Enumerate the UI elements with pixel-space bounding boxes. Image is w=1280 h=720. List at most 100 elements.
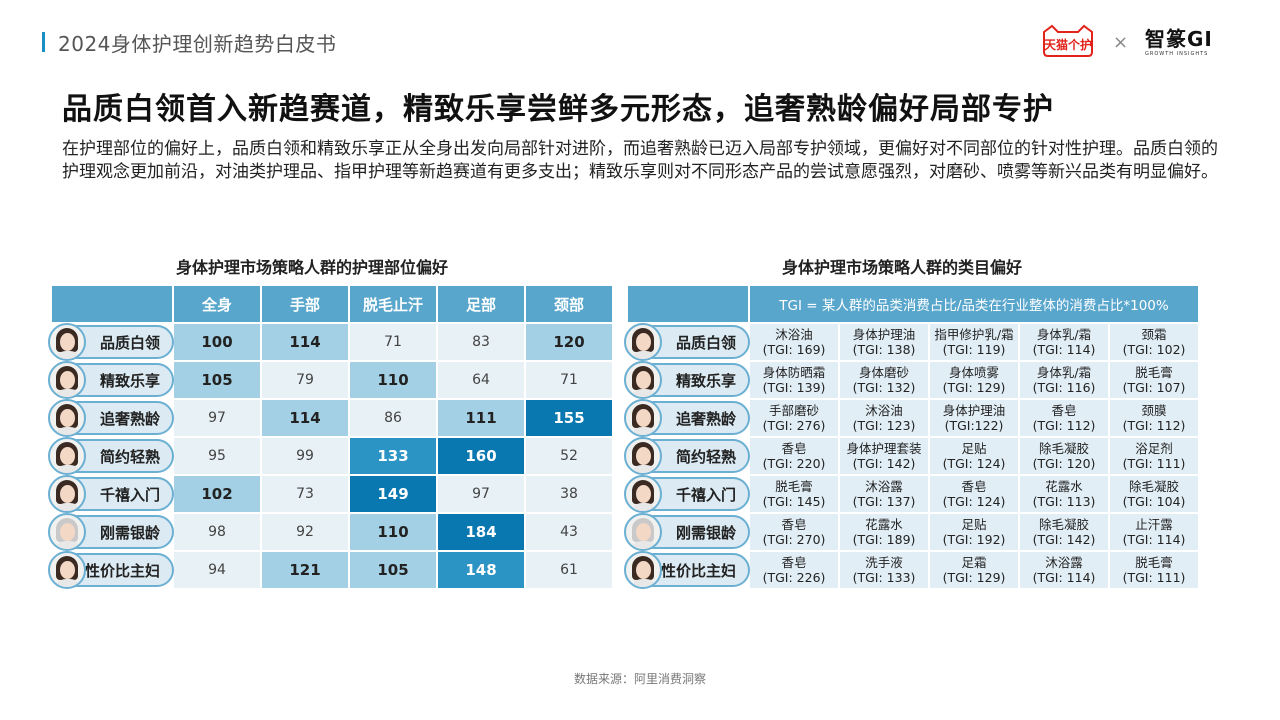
category-cell: 脱毛膏 (TGI: 145) xyxy=(748,474,840,514)
header-accent-bar xyxy=(42,32,45,52)
body-part-preference-table: 全身 手部 脱毛止汗 足部 颈部 品质白领 100 114 71 83 120 精致乐享 10… xyxy=(48,284,614,590)
category-name: 香皂 xyxy=(781,441,807,456)
category-tgi: (TGI: 119) xyxy=(942,342,1006,357)
category-cell: 足霜 (TGI: 129) xyxy=(928,550,1020,590)
segment-pill: 追奢熟龄 xyxy=(624,399,750,437)
segment-pill: 品质白领 xyxy=(624,323,750,361)
category-tgi: (TGI: 133) xyxy=(852,570,916,585)
index-value-cell: 110 xyxy=(348,360,438,400)
index-value-cell: 110 xyxy=(348,512,438,552)
category-cell: 沐浴露 (TGI: 114) xyxy=(1018,550,1110,590)
category-cell: 身体护理套装 (TGI: 142) xyxy=(838,436,930,476)
category-tgi: (TGI: 137) xyxy=(852,494,916,509)
segment-name: 品质白领 xyxy=(99,333,160,352)
segment-pill: 简约轻熟 xyxy=(624,437,750,475)
index-value-cell: 102 xyxy=(172,474,262,514)
category-name: 沐浴油 xyxy=(865,403,903,418)
tmall-logo-text: 天猫个护 xyxy=(1044,37,1092,52)
segment-label-cell: 性价比主妇 xyxy=(48,550,174,590)
segment-pill: 品质白领 xyxy=(48,323,174,361)
category-cell: 花露水 (TGI: 189) xyxy=(838,512,930,552)
index-value-cell: 114 xyxy=(260,398,350,438)
category-tgi: (TGI: 114) xyxy=(1122,532,1186,547)
category-name: 沐浴露 xyxy=(1045,555,1083,570)
category-name: 香皂 xyxy=(781,517,807,532)
column-header: 手部 xyxy=(260,284,350,324)
table-row: 追奢熟龄 97 114 86 111 155 xyxy=(48,398,614,438)
category-cell: 香皂 (TGI: 270) xyxy=(748,512,840,552)
index-value-cell: 100 xyxy=(172,322,262,362)
index-value-cell: 97 xyxy=(436,474,526,514)
category-tgi: (TGI: 123) xyxy=(852,418,916,433)
index-value-cell: 120 xyxy=(524,322,614,362)
category-tgi: (TGI: 132) xyxy=(852,380,916,395)
index-value-cell: 52 xyxy=(524,436,614,476)
category-tgi: (TGI: 107) xyxy=(1122,380,1186,395)
table-row: 千禧入门 脱毛膏 (TGI: 145) 沐浴露 (TGI: 137) 香皂 (TGI: 12… xyxy=(624,474,1200,514)
category-cell: 颈膜 (TGI: 112) xyxy=(1108,398,1200,438)
segment-pill: 刚需银龄 xyxy=(624,513,750,551)
avatar-icon xyxy=(48,361,86,399)
category-name: 除毛凝胶 xyxy=(1128,479,1179,494)
avatar-icon xyxy=(624,475,662,513)
category-name: 身体乳/霜 xyxy=(1036,327,1092,342)
category-cell: 指甲修护乳/霜 (TGI: 119) xyxy=(928,322,1020,362)
segment-label-cell: 刚需银龄 xyxy=(48,512,174,552)
category-name: 脱毛膏 xyxy=(1135,555,1173,570)
index-value-cell: 114 xyxy=(260,322,350,362)
table-row: 简约轻熟 95 99 133 160 52 xyxy=(48,436,614,476)
category-tgi: (TGI: 276) xyxy=(762,418,826,433)
category-tgi: (TGI:122) xyxy=(944,418,1004,433)
segment-label-cell: 简约轻熟 xyxy=(624,436,750,476)
segment-label-cell: 品质白领 xyxy=(624,322,750,362)
category-tgi: (TGI: 120) xyxy=(1032,456,1096,471)
segment-name: 性价比主妇 xyxy=(84,561,160,580)
zhizhuan-logo-text: 智篆GI xyxy=(1145,27,1213,51)
category-name: 沐浴露 xyxy=(865,479,903,494)
index-value-cell: 71 xyxy=(524,360,614,400)
index-value-cell: 79 xyxy=(260,360,350,400)
category-tgi: (TGI: 226) xyxy=(762,570,826,585)
segment-name: 简约轻熟 xyxy=(675,447,736,466)
index-value-cell: 133 xyxy=(348,436,438,476)
segment-label-cell: 千禧入门 xyxy=(624,474,750,514)
avatar-icon xyxy=(48,475,86,513)
index-value-cell: 43 xyxy=(524,512,614,552)
category-tgi: (TGI: 124) xyxy=(942,456,1006,471)
table-row: 追奢熟龄 手部磨砂 (TGI: 276) 沐浴油 (TGI: 123) 身体护理油 (TGI… xyxy=(624,398,1200,438)
category-tgi: (TGI: 270) xyxy=(762,532,826,547)
index-value-cell: 92 xyxy=(260,512,350,552)
table-corner xyxy=(626,284,750,324)
segment-name: 追奢熟龄 xyxy=(99,409,160,428)
index-value-cell: 38 xyxy=(524,474,614,514)
category-cell: 香皂 (TGI: 112) xyxy=(1018,398,1110,438)
report-title: 2024身体护理创新趋势白皮书 xyxy=(58,32,337,56)
category-tgi: (TGI: 111) xyxy=(1122,570,1186,585)
segment-name: 简约轻熟 xyxy=(99,447,160,466)
avatar-icon xyxy=(624,399,662,437)
category-name: 浴足剂 xyxy=(1135,441,1173,456)
table-row: 品质白领 沐浴油 (TGI: 169) 身体护理油 (TGI: 138) 指甲修护乳/霜(… xyxy=(624,322,1200,362)
category-name: 身体磨砂 xyxy=(858,365,909,380)
category-cell: 脱毛膏 (TGI: 107) xyxy=(1108,360,1200,400)
category-name: 身体护理油 xyxy=(942,403,1006,418)
category-tgi: (TGI: 220) xyxy=(762,456,826,471)
category-tgi: (TGI: 112) xyxy=(1122,418,1186,433)
segment-pill: 追奢熟龄 xyxy=(48,399,174,437)
category-cell: 沐浴油 (TGI: 169) xyxy=(748,322,840,362)
category-tgi: (TGI: 142) xyxy=(852,456,916,471)
index-value-cell: 148 xyxy=(436,550,526,590)
column-header: 颈部 xyxy=(524,284,614,324)
index-value-cell: 71 xyxy=(348,322,438,362)
segment-pill: 性价比主妇 xyxy=(48,551,174,589)
category-name: 足贴 xyxy=(961,517,987,532)
avatar-icon xyxy=(48,323,86,361)
category-tgi: (TGI: 113) xyxy=(1032,494,1096,509)
segment-label-cell: 刚需银龄 xyxy=(624,512,750,552)
table-row: 刚需银龄 98 92 110 184 43 xyxy=(48,512,614,552)
category-tgi: (TGI: 129) xyxy=(942,570,1006,585)
segment-name: 精致乐享 xyxy=(675,371,736,390)
category-cell: 除毛凝胶 (TGI: 142) xyxy=(1018,512,1110,552)
page-title: 品质白领首入新趋赛道，精致乐享尝鲜多元形态，追奢熟龄偏好局部专护 xyxy=(62,92,1054,127)
category-name: 洗手液 xyxy=(865,555,903,570)
